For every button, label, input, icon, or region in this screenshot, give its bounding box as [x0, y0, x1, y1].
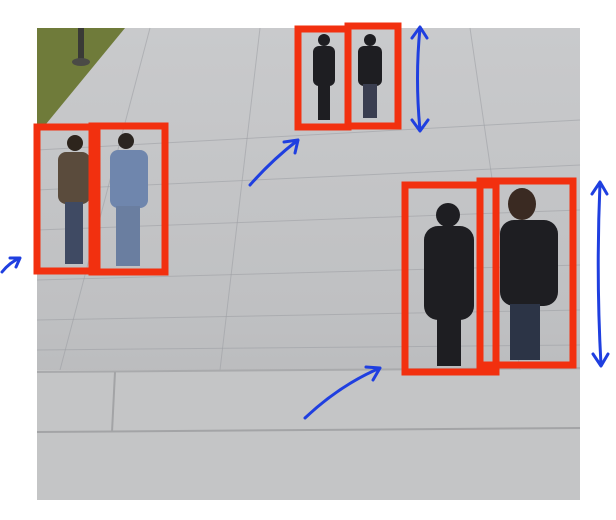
person [110, 133, 148, 266]
bounding-box [344, 22, 402, 130]
bounding-box [401, 181, 500, 376]
person [58, 135, 90, 264]
person-part [437, 318, 461, 366]
person-part [358, 46, 382, 86]
paving-lines-part [219, 27, 261, 371]
person-part [110, 150, 148, 208]
arrow [248, 138, 300, 187]
person [500, 188, 558, 360]
slab-joint [36, 427, 581, 433]
person-part [500, 220, 558, 306]
person-part [58, 152, 90, 204]
height-arrow [410, 25, 430, 133]
person [313, 34, 335, 120]
bounding-box [476, 177, 577, 369]
person-part [116, 206, 140, 266]
arrow [0, 256, 22, 274]
person-part [118, 133, 134, 149]
person-part [424, 226, 474, 320]
person-part [436, 203, 460, 227]
annotation-arrows [0, 25, 610, 420]
person-part [67, 135, 83, 151]
lamp-post [78, 28, 84, 62]
grass [37, 28, 125, 135]
person-part [508, 188, 536, 220]
people [58, 34, 558, 366]
person-part [65, 202, 83, 264]
person-part [318, 84, 330, 120]
lamp-base [72, 58, 90, 66]
concrete-slab [37, 370, 580, 500]
person [358, 34, 382, 118]
person-part [364, 34, 376, 46]
detection-boxes [33, 22, 577, 376]
bounding-box [33, 123, 101, 275]
slab-joint [111, 371, 116, 433]
paving-lines-part [36, 309, 581, 321]
person [424, 203, 474, 366]
person-part [510, 304, 540, 360]
height-arrow [590, 180, 610, 368]
person-part [313, 46, 335, 86]
arrow [303, 365, 382, 420]
bounding-box [88, 122, 169, 276]
person-part [363, 84, 377, 118]
paving-lines-part [59, 27, 151, 371]
paving-lines-part [36, 264, 581, 281]
paving-lines-part [36, 344, 581, 351]
person-part [318, 34, 330, 46]
